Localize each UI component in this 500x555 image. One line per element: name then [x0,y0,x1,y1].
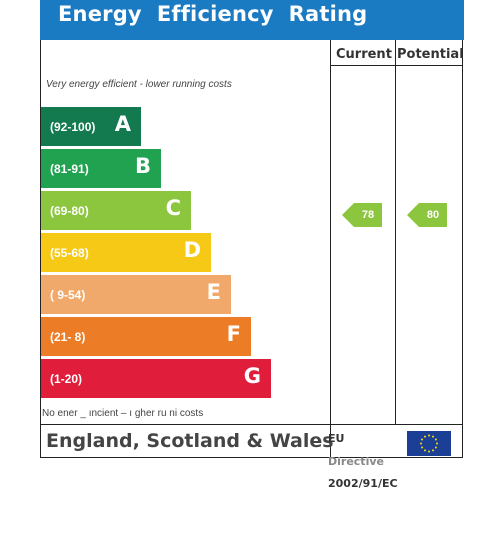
eu-star-icon [420,442,422,445]
eu-star-icon [428,450,430,453]
rating-band-d: (55-68) D [41,233,211,272]
current-column-header: Current [336,47,392,62]
current-arrow-tip [342,203,354,227]
band-letter: F [226,322,241,346]
band-range: (92-100) [50,120,96,134]
band-range: (81-91) [50,162,89,176]
eu-star-icon [428,434,430,437]
rating-header: Energy Efficiency Rating [40,0,464,40]
band-range: (69-80) [50,204,89,218]
band-letter: D [183,238,201,262]
band-letter: B [134,154,151,178]
bottom-note: No ener _ ıncient – ı gher ru ni costs [42,408,204,419]
eu-star-icon [432,435,434,438]
eu-label: EU [328,432,345,445]
rating-band-g: (1-20) G [41,359,271,398]
eu-directive-label: Directive [328,455,384,468]
current-rating-value: 78 [354,203,382,227]
band-letter: A [114,112,131,136]
eu-star-icon [424,449,426,452]
band-letter: C [165,196,181,220]
eu-star-icon [424,435,426,438]
divider-potential [395,40,396,424]
eu-directive-number: 2002/91/EC [328,477,398,490]
rating-frame [40,40,463,458]
band-range: (1-20) [50,372,83,386]
rating-band-f: (21- 8) F [41,317,251,356]
potential-column-header: Potential [397,47,464,62]
rating-band-e: ( 9-54) E [41,275,231,314]
rating-band-c: (69-80) C [41,191,191,230]
eu-star-icon [436,442,438,445]
eu-flag-icon [407,431,451,456]
band-letter: G [243,364,261,388]
potential-arrow-tip [407,203,419,227]
eu-star-icon [432,449,434,452]
divider-current [330,40,331,458]
band-letter: E [206,280,221,304]
potential-rating-arrow: 80 [407,203,447,227]
footer-line [40,424,463,425]
band-range: (21- 8) [50,330,86,344]
rating-band-a: (92-100) A [41,107,141,146]
eu-star-icon [434,446,437,449]
current-rating-arrow: 78 [342,203,382,227]
rating-band-b: (81-91) B [41,149,161,188]
eu-star-icon [421,438,424,441]
top-note: Very energy efficient - lower running co… [46,79,232,90]
band-range: ( 9-54) [50,288,86,302]
eu-star-icon [421,446,424,449]
column-header-line [330,65,463,66]
region-label: England, Scotland & Wales [46,430,334,452]
potential-rating-value: 80 [419,203,447,227]
eu-star-icon [434,438,437,441]
rating-title: Energy Efficiency Rating [58,2,368,26]
band-range: (55-68) [50,246,89,260]
